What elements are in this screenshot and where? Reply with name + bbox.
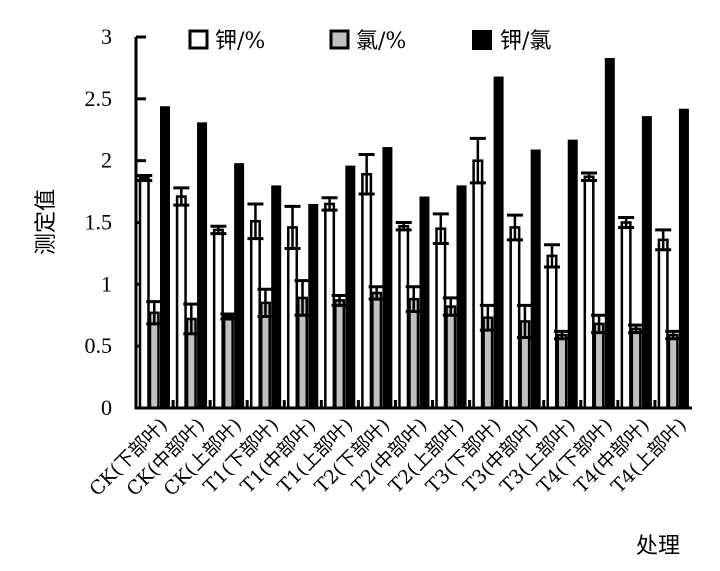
x-axis-title: 处理	[636, 534, 680, 559]
bar-ratio	[234, 163, 245, 408]
bar-chloride	[630, 327, 642, 410]
bar-ratio	[382, 147, 393, 408]
bar-chloride	[259, 301, 271, 410]
y-tick-label: 0.5	[85, 333, 113, 358]
legend-swatch-ratio	[472, 30, 492, 50]
bar-ratio	[345, 165, 356, 408]
bar-chloride	[408, 297, 420, 410]
bar-potassium	[398, 224, 410, 410]
legend: 钾/% 氯/% 钾/氯	[188, 29, 551, 54]
bar-potassium	[138, 176, 150, 410]
bar-chloride	[667, 333, 679, 410]
bar-potassium	[249, 220, 261, 410]
bar-potassium	[435, 227, 447, 410]
bar-ratio	[308, 203, 319, 408]
bar-potassium	[472, 159, 484, 410]
bar-chloride	[371, 291, 383, 410]
error-bars	[136, 136, 682, 341]
bar-ratio	[678, 108, 689, 408]
bar-ratio	[197, 122, 208, 408]
bar-ratio	[160, 106, 170, 409]
bar-ratio	[271, 185, 282, 408]
y-tick-label: 1	[101, 271, 112, 296]
bar-chloride	[334, 299, 346, 410]
bar-potassium	[175, 195, 187, 410]
y-axis: 0 0.5 1 1.5 2 2.5 3	[85, 24, 146, 420]
legend-swatch-potassium	[188, 29, 209, 50]
bar-potassium	[509, 226, 521, 410]
bar-ratio	[419, 196, 430, 408]
legend-label-potassium: 钾/%	[215, 29, 265, 54]
y-tick-label: 3	[101, 24, 112, 49]
bar-ratio	[493, 76, 504, 408]
bar-potassium	[657, 238, 669, 410]
y-tick-label: 1.5	[85, 210, 113, 235]
legend-label-ratio: 钾/氯	[500, 29, 551, 54]
bar-chloride	[148, 311, 160, 410]
bar-potassium	[361, 173, 373, 410]
bars	[138, 58, 689, 410]
x-axis	[136, 400, 692, 410]
bar-ratio	[641, 116, 652, 408]
bar-chloride	[445, 305, 457, 410]
y-tick-label: 2.5	[85, 86, 113, 111]
bar-chloride	[222, 315, 234, 410]
y-tick-label: 2	[101, 148, 112, 173]
bar-potassium	[583, 175, 595, 410]
legend-label-chloride: 氯/%	[356, 29, 406, 54]
bar-potassium	[620, 221, 632, 410]
bar-ratio	[604, 58, 615, 408]
bar-ratio	[456, 185, 467, 408]
legend-swatch-chloride	[329, 29, 350, 50]
bar-ratio	[530, 149, 541, 408]
y-tick-label: 0	[101, 395, 112, 420]
bar-chloride	[556, 333, 568, 410]
y-axis-title: 测定值	[34, 189, 59, 255]
bar-chloride	[593, 322, 605, 410]
x-tick-labels: CK(下部叶)CK(中部叶)CK(上部叶)T1(下部叶)T1(中部叶)T1(上部…	[85, 414, 691, 501]
bar-ratio	[567, 139, 578, 409]
bar-potassium	[287, 226, 299, 410]
